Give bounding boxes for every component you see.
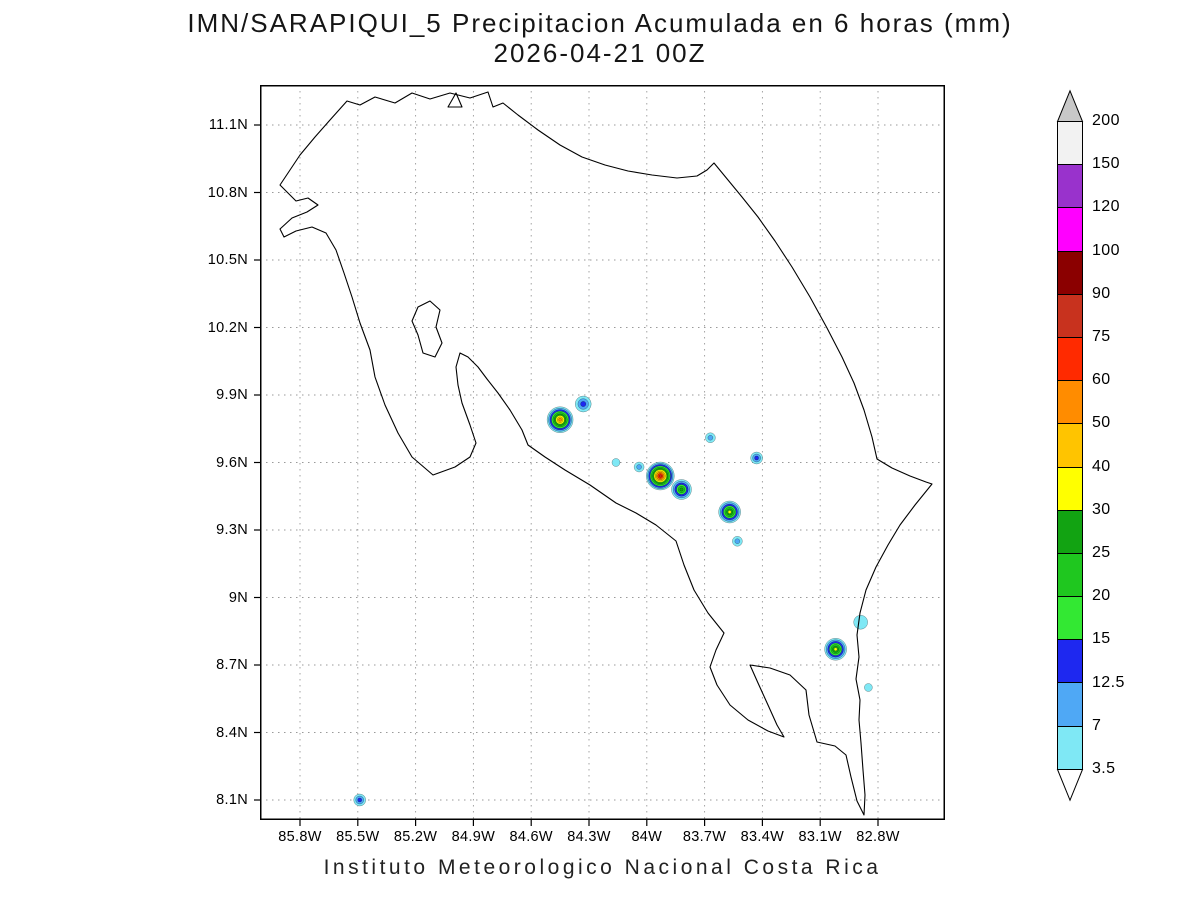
chart-subtitle: 2026-04-21 00Z <box>493 38 707 68</box>
small-island <box>447 92 463 108</box>
colorbar-level-label: 3.5 <box>1092 760 1116 777</box>
lat-tick-label: 10.8N <box>207 184 248 201</box>
colorbar-segment <box>1057 509 1083 554</box>
colorbar-level-label: 150 <box>1092 155 1120 173</box>
colorbar-level-label: 90 <box>1092 284 1111 302</box>
colorbar-segment <box>1057 552 1083 598</box>
precip-contour-ring <box>833 647 838 652</box>
colorbar-level-label: 60 <box>1092 371 1111 389</box>
colorbar-segment <box>1057 423 1083 468</box>
lon-tick-label: 84.3W <box>567 829 611 845</box>
lat-tick-label: 8.1N <box>216 792 248 808</box>
colorbar-segment <box>1057 639 1083 684</box>
lat-tick-label: 9.6N <box>216 454 248 471</box>
colorbar-level-label: 40 <box>1092 457 1111 475</box>
lon-tick-label: 83.4W <box>740 829 785 845</box>
colorbar-segment <box>1057 596 1083 641</box>
lon-tick-label: 84.6W <box>509 829 553 845</box>
lat-tick-label: 9.9N <box>216 387 248 403</box>
precip-contour-ring <box>734 538 741 544</box>
colorbar-top-arrow <box>1056 89 1084 122</box>
colorbar-level-label: 200 <box>1092 112 1120 129</box>
precip-contour-ring <box>558 418 562 422</box>
colorbar-level-label: 15 <box>1092 630 1111 648</box>
map-canvas <box>254 85 945 826</box>
colorbar-segment <box>1057 207 1083 252</box>
precip-contour-ring <box>707 435 714 441</box>
lon-tick-label: 85.2W <box>393 829 438 845</box>
lat-tick-label: 10.5N <box>207 252 248 268</box>
lon-tick-label: 84.9W <box>451 829 496 845</box>
colorbar-segment <box>1057 725 1083 770</box>
lon-tick-label: 85.5W <box>336 829 380 845</box>
precip-contour-ring <box>754 455 759 461</box>
colorbar-segment <box>1057 466 1083 511</box>
lat-tick-label: 10.2N <box>207 319 248 336</box>
precipitation-cells <box>353 395 873 807</box>
colorbar-segment <box>1057 682 1083 727</box>
colorbar-segment <box>1057 250 1083 295</box>
lat-tick-label: 9.3N <box>216 522 248 538</box>
axis-ticks <box>254 124 879 826</box>
precip-contour-ring <box>580 401 587 407</box>
footer-caption: Instituto Meteorologico Nacional Costa R… <box>323 856 882 879</box>
precip-contour-ring <box>864 683 873 692</box>
lon-tick-label: 83.7W <box>682 829 727 845</box>
plot-border <box>260 85 945 820</box>
colorbar <box>1056 89 1084 802</box>
precip-contour-ring <box>636 464 642 470</box>
colorbar-segment <box>1057 293 1083 338</box>
precip-contour-ring <box>357 797 362 803</box>
colorbar-segment <box>1057 121 1083 166</box>
colorbar-segment <box>1057 336 1083 382</box>
lon-tick-label: 85.8W <box>278 829 322 845</box>
colorbar-level-label: 120 <box>1092 198 1120 216</box>
colorbar-level-label: 20 <box>1092 587 1111 605</box>
colorbar-level-label: 12.5 <box>1092 673 1125 691</box>
colorbar-level-label: 100 <box>1092 241 1120 259</box>
lon-tick-label: 82.8W <box>856 829 900 845</box>
map-plot-area <box>254 85 945 826</box>
lon-tick-label: 84W <box>631 829 663 845</box>
lat-tick-label: 8.7N <box>216 657 248 673</box>
precip-contour-ring <box>679 487 684 492</box>
inland-water-body <box>411 300 443 358</box>
colorbar-segment <box>1057 164 1083 209</box>
precip-contour-ring <box>611 458 621 467</box>
lon-tick-label: 83.1W <box>798 829 842 845</box>
colorbar-below-min-triangle <box>1056 768 1084 802</box>
precip-contour-ring <box>658 474 662 478</box>
colorbar-level-label: 7 <box>1092 716 1102 734</box>
colorbar-level-label: 30 <box>1092 500 1111 518</box>
lat-tick-label: 9N <box>228 589 248 606</box>
colorbar-bottom-arrow <box>1056 768 1084 802</box>
precip-contour-ring <box>727 510 732 514</box>
costa-rica-coastline <box>279 91 933 816</box>
colorbar-segment <box>1057 380 1083 425</box>
colorbar-level-label: 75 <box>1092 328 1111 345</box>
colorbar-level-label: 25 <box>1092 544 1111 561</box>
gridlines <box>260 85 945 820</box>
lat-tick-label: 11.1N <box>208 117 248 133</box>
colorbar-level-label: 50 <box>1092 414 1111 432</box>
colorbar-above-max-triangle <box>1056 89 1084 122</box>
precip-contour-ring <box>853 615 868 630</box>
chart-title: IMN/SARAPIQUI_5 Precipitacion Acumulada … <box>187 8 1013 38</box>
coastline-group <box>279 91 933 816</box>
lat-tick-label: 8.4N <box>216 724 248 741</box>
